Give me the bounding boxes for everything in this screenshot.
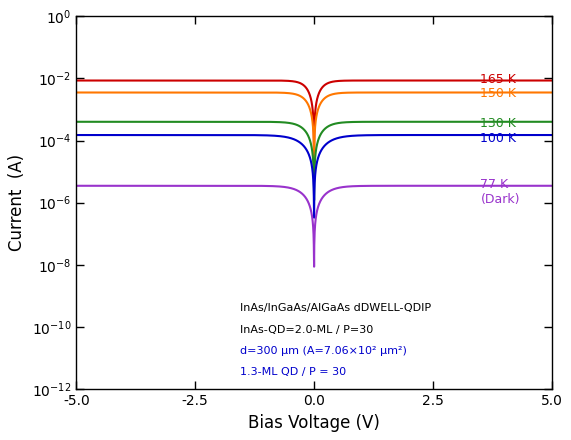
Text: InAs-QD=2.0-ML / P=30: InAs-QD=2.0-ML / P=30	[240, 325, 373, 335]
Text: 77 K
(Dark): 77 K (Dark)	[480, 178, 520, 206]
Text: 100 K: 100 K	[480, 132, 516, 145]
Text: d=300 μm (A=7.06×10² μm²): d=300 μm (A=7.06×10² μm²)	[240, 346, 407, 356]
Text: 1.3-ML QD / P = 30: 1.3-ML QD / P = 30	[240, 367, 347, 377]
Text: 130 K: 130 K	[480, 117, 516, 130]
Text: InAs/InGaAs/AlGaAs dDWELL-QDIP: InAs/InGaAs/AlGaAs dDWELL-QDIP	[240, 304, 432, 313]
X-axis label: Bias Voltage (V): Bias Voltage (V)	[248, 414, 380, 432]
Y-axis label: Current  (A): Current (A)	[9, 154, 26, 251]
Text: 165 K: 165 K	[480, 73, 516, 85]
Text: 150 K: 150 K	[480, 87, 516, 100]
